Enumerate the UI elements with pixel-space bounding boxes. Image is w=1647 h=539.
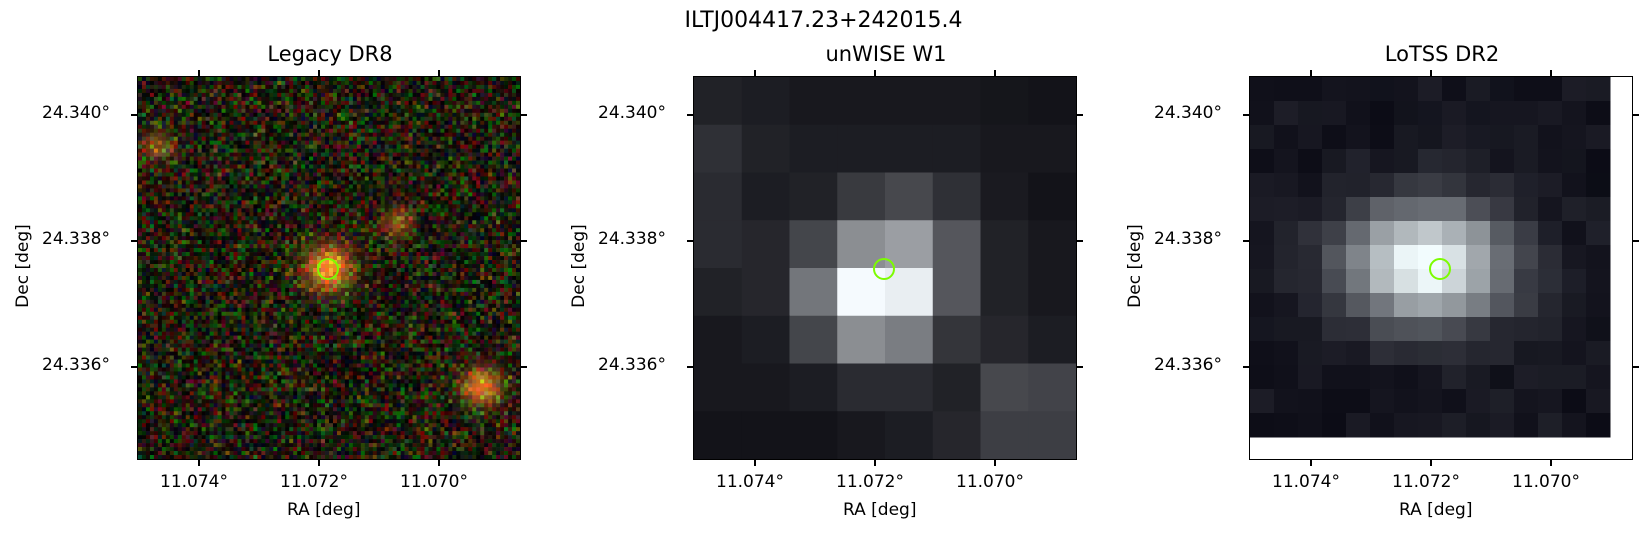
x-tick xyxy=(438,460,440,466)
x-tick-label: 11.070° xyxy=(956,472,1024,492)
y-tick xyxy=(521,366,527,368)
y-tick-label: 24.336° xyxy=(598,355,666,375)
panel-legacy: Legacy DR8 xyxy=(0,0,560,539)
image-frame xyxy=(137,76,521,460)
y-tick-label: 24.336° xyxy=(1154,355,1222,375)
panel-title: Legacy DR8 xyxy=(267,42,393,66)
y-tick xyxy=(1243,366,1249,368)
panel-unwise: unWISE W1 xyxy=(556,0,1116,539)
x-tick xyxy=(1430,70,1432,76)
x-tick xyxy=(198,70,200,76)
y-axis-label: Dec [deg] xyxy=(13,224,33,308)
y-tick-label: 24.338° xyxy=(598,229,666,249)
x-tick xyxy=(1550,460,1552,466)
y-tick-label: 24.336° xyxy=(42,355,110,375)
x-axis-label: RA [deg] xyxy=(287,500,361,520)
y-tick xyxy=(1633,366,1639,368)
x-tick xyxy=(1310,70,1312,76)
source-marker-circle xyxy=(1429,258,1451,280)
image-frame xyxy=(1249,76,1633,460)
y-tick xyxy=(131,240,137,242)
y-tick xyxy=(521,114,527,116)
x-tick-label: 11.072° xyxy=(1392,472,1460,492)
x-tick-label: 11.074° xyxy=(160,472,228,492)
x-tick xyxy=(1430,460,1432,466)
source-marker-circle xyxy=(317,258,339,280)
lotss-radio-image xyxy=(1250,77,1632,459)
y-tick xyxy=(131,366,137,368)
x-tick-label: 11.072° xyxy=(836,472,904,492)
x-tick-label: 11.074° xyxy=(716,472,784,492)
x-tick xyxy=(874,460,876,466)
y-tick xyxy=(1077,240,1083,242)
x-tick-label: 11.070° xyxy=(400,472,468,492)
legacy-optical-image xyxy=(138,77,520,459)
x-tick xyxy=(754,460,756,466)
y-axis-label: Dec [deg] xyxy=(569,224,589,308)
y-tick xyxy=(687,240,693,242)
x-tick xyxy=(994,460,996,466)
x-tick xyxy=(874,70,876,76)
panel-title: LoTSS DR2 xyxy=(1384,42,1500,66)
image-frame xyxy=(693,76,1077,460)
source-marker-circle xyxy=(873,258,895,280)
y-tick-label: 24.340° xyxy=(42,103,110,123)
y-tick xyxy=(521,240,527,242)
x-tick-label: 11.074° xyxy=(1272,472,1340,492)
x-tick-label: 11.070° xyxy=(1512,472,1580,492)
y-tick xyxy=(687,366,693,368)
unwise-infrared-image xyxy=(694,77,1076,459)
y-tick xyxy=(131,114,137,116)
y-axis-label: Dec [deg] xyxy=(1125,224,1145,308)
y-tick xyxy=(1243,114,1249,116)
y-tick xyxy=(1243,240,1249,242)
y-tick-label: 24.338° xyxy=(42,229,110,249)
x-tick xyxy=(754,70,756,76)
y-tick xyxy=(1633,114,1639,116)
panel-lotss: LoTSS DR2 xyxy=(1112,0,1647,539)
x-tick xyxy=(318,70,320,76)
x-tick xyxy=(438,70,440,76)
x-axis-label: RA [deg] xyxy=(1399,500,1473,520)
x-tick xyxy=(1550,70,1552,76)
panel-title: unWISE W1 xyxy=(825,42,947,66)
figure-title: ILTJ004417.23+242015.4 xyxy=(684,8,963,33)
x-axis-label: RA [deg] xyxy=(843,500,917,520)
x-tick xyxy=(198,460,200,466)
x-tick xyxy=(318,460,320,466)
y-tick xyxy=(1077,114,1083,116)
y-tick-label: 24.340° xyxy=(1154,103,1222,123)
y-tick xyxy=(1077,366,1083,368)
y-tick-label: 24.338° xyxy=(1154,229,1222,249)
x-tick-label: 11.072° xyxy=(280,472,348,492)
y-tick xyxy=(687,114,693,116)
y-tick xyxy=(1633,240,1639,242)
y-tick-label: 24.340° xyxy=(598,103,666,123)
x-tick xyxy=(994,70,996,76)
x-tick xyxy=(1310,460,1312,466)
